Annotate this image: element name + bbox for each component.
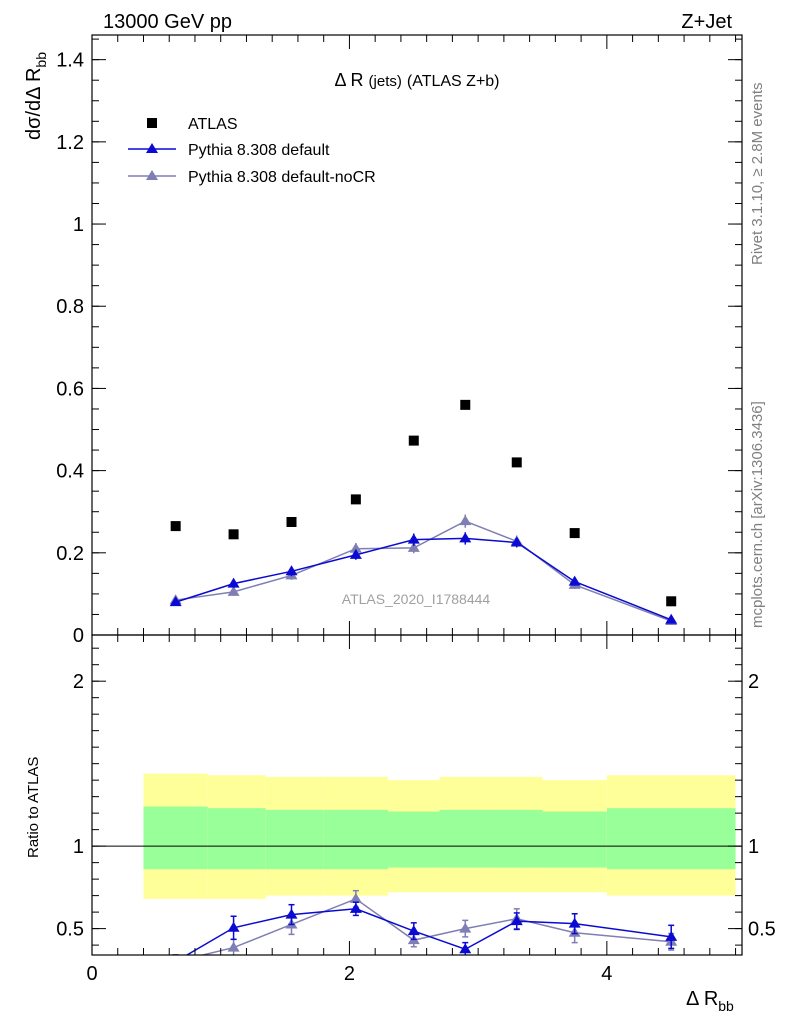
main-y-tick-label: 0 <box>73 625 84 647</box>
ratio-point-0 <box>285 908 298 919</box>
ratio-panel: 0.5 0.5 1 1 2 2 0 2 4 Ratio to ATLAS Δ Rbb <box>25 634 776 1014</box>
header-right: Z+Jet <box>681 11 732 33</box>
ratio-point-0 <box>227 921 240 932</box>
atlas-point <box>569 528 580 539</box>
ratio-y-tick-label: 2 <box>73 671 84 693</box>
legend-marker-default <box>146 143 158 153</box>
main-y-tick-label: 1.2 <box>56 132 84 154</box>
series-point-2 <box>349 542 362 553</box>
main-title-small: (jets) <box>369 73 402 90</box>
ratio-bands <box>143 773 736 899</box>
x-tick-label: 0 <box>86 963 97 985</box>
uncertainty-band-inner <box>439 809 492 868</box>
atlas-point <box>228 529 239 540</box>
header-left: 13000 GeV pp <box>103 11 232 33</box>
uncertainty-band-inner <box>606 808 736 870</box>
rivet-label: Rivet 3.1.10, ≥ 2.8M events <box>749 83 766 266</box>
ratio-point-0 <box>170 956 182 966</box>
main-y-tick-label: 1 <box>73 214 84 236</box>
ratio-line-1 <box>199 898 672 955</box>
main-y-tick-label: 0.6 <box>56 378 84 400</box>
main-title: Δ R (jets) (ATLAS Z+b) <box>334 70 499 90</box>
uncertainty-band-inner <box>207 808 266 870</box>
ratio-point-0 <box>568 917 581 928</box>
ratio-y-tick-label: 0.5 <box>56 919 84 941</box>
ratio-marks <box>170 889 678 966</box>
ratio-point-0 <box>459 943 472 954</box>
ratio-point-0 <box>407 925 420 936</box>
ratio-y-tick-label-right: 0.5 <box>748 919 776 941</box>
atlas-point <box>170 521 181 532</box>
x-axis-label: Δ Rbb <box>686 988 734 1014</box>
ratio-point-1 <box>459 922 472 933</box>
ratio-point-1 <box>170 956 182 966</box>
x-tick-label: 2 <box>344 963 355 985</box>
legend-entry-default: Pythia 8.308 default <box>128 142 330 159</box>
legend-entry-nocr: Pythia 8.308 default-noCR <box>128 169 376 186</box>
x-axis-label-sub: bb <box>718 998 734 1014</box>
uncertainty-band-inner <box>323 809 389 870</box>
atlas-point <box>511 457 522 468</box>
legend-label-atlas: ATLAS <box>188 116 238 133</box>
series-point-2 <box>459 515 472 526</box>
legend-entry-atlas: ATLAS <box>147 116 238 133</box>
uncertainty-band-inner <box>542 811 607 868</box>
main-y-tick-label: 0.2 <box>56 543 84 565</box>
main-y-ticks: 0 0.2 0.4 0.6 0.8 1 1.2 1.4 <box>56 38 742 647</box>
series-point-1 <box>665 613 678 624</box>
series-point-1 <box>459 532 472 543</box>
series-point-1 <box>349 548 362 559</box>
ratio-y-tick-label-right: 1 <box>748 836 759 858</box>
analysis-label: ATLAS_2020_I1788444 <box>342 591 491 607</box>
ratio-y-ticks: 0.5 0.5 1 1 2 2 <box>56 647 776 946</box>
ratio-y-axis-label: Ratio to ATLAS <box>25 757 42 858</box>
atlas-point <box>286 516 297 527</box>
legend: ATLAS Pythia 8.308 default Pythia 8.308 … <box>128 116 376 186</box>
uncertainty-band-inner <box>143 806 208 870</box>
series-point-1 <box>510 536 523 547</box>
atlas-point <box>350 494 361 505</box>
atlas-point <box>408 435 419 446</box>
main-title-tail: (ATLAS Z+b) <box>407 73 500 90</box>
main-y-tick-label: 0.8 <box>56 296 84 318</box>
ratio-y-tick-label: 1 <box>73 836 84 858</box>
main-marks <box>169 399 678 626</box>
atlas-point <box>666 596 677 607</box>
main-y-axis-label: dσ/dΔ Rbb <box>23 52 49 140</box>
atlas-point <box>460 399 471 410</box>
series-point-1 <box>227 577 240 588</box>
main-y-tick-label: 1.4 <box>56 50 84 72</box>
legend-marker-atlas <box>147 118 157 128</box>
series-point-2 <box>407 541 420 552</box>
ratio-y-tick-label-right: 2 <box>748 671 759 693</box>
series-line-1 <box>175 537 672 621</box>
main-y-axis-label-main: dσ/dΔ R <box>23 68 45 140</box>
ratio-point-1 <box>227 941 240 952</box>
main-panel: 0 0.2 0.4 0.6 0.8 1 1.2 1.4 Δ R (jets) (ATLAS Z… <box>23 34 743 647</box>
series-point-2 <box>227 585 240 596</box>
series-point-1 <box>568 575 581 586</box>
legend-marker-nocr <box>146 170 158 180</box>
uncertainty-band-inner <box>491 809 543 868</box>
main-title-main: Δ R <box>334 70 363 90</box>
series-point-1 <box>285 565 298 576</box>
mcplots-label: mcplots.cern.ch [arXiv:1306.3436] <box>749 401 766 628</box>
legend-label-nocr: Pythia 8.308 default-noCR <box>188 169 376 186</box>
series-point-1 <box>407 533 420 544</box>
main-y-axis-label-sub: bb <box>33 52 49 68</box>
ratio-point-0 <box>510 915 523 926</box>
main-y-tick-label: 0.4 <box>56 461 84 483</box>
uncertainty-band-inner <box>388 811 440 868</box>
legend-label-default: Pythia 8.308 default <box>188 142 330 159</box>
ratio-point-0 <box>349 902 362 913</box>
ratio-point-1 <box>349 892 362 903</box>
x-axis-label-main: Δ R <box>686 988 718 1010</box>
uncertainty-band-inner <box>265 809 324 870</box>
ratio-point-0 <box>665 930 678 941</box>
x-tick-label: 4 <box>601 963 612 985</box>
ratio-frame <box>91 634 743 956</box>
series-point-1 <box>169 596 182 607</box>
